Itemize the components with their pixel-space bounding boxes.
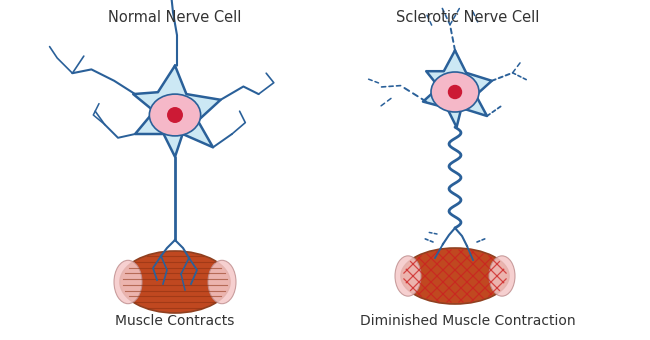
Polygon shape [423, 50, 492, 127]
Text: Diminished Muscle Contraction: Diminished Muscle Contraction [360, 314, 576, 328]
Ellipse shape [395, 256, 421, 296]
Ellipse shape [120, 251, 230, 313]
Ellipse shape [114, 260, 142, 304]
Ellipse shape [208, 260, 236, 304]
Text: Muscle Contracts: Muscle Contracts [115, 314, 235, 328]
Ellipse shape [167, 107, 183, 123]
Ellipse shape [150, 94, 201, 136]
Text: Normal Nerve Cell: Normal Nerve Cell [109, 10, 242, 25]
Ellipse shape [401, 248, 509, 304]
Polygon shape [133, 66, 220, 157]
Ellipse shape [489, 256, 515, 296]
Text: Sclerotic Nerve Cell: Sclerotic Nerve Cell [396, 10, 540, 25]
Ellipse shape [431, 72, 479, 112]
Ellipse shape [448, 85, 462, 99]
